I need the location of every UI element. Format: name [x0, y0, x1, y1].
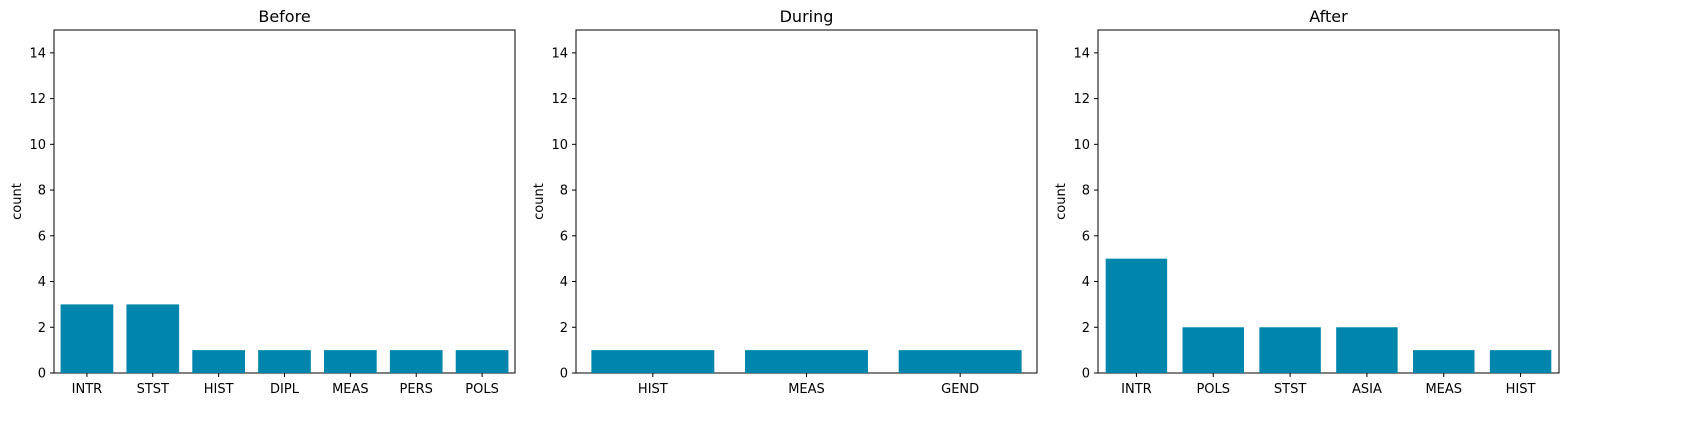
x-tick-label: DIPL — [270, 382, 300, 397]
y-axis-label-during: count — [532, 183, 547, 220]
y-tick-label: 14 — [29, 46, 46, 61]
y-tick-label: 8 — [560, 184, 568, 199]
bar-during-hist — [591, 350, 715, 373]
y-tick-label: 12 — [1073, 92, 1090, 107]
x-tick-label: INTR — [1121, 382, 1152, 397]
bar-before-intr — [60, 304, 114, 373]
x-tick-label: MEAS — [1425, 382, 1462, 397]
y-tick-label: 8 — [1082, 184, 1090, 199]
x-tick-label: POLS — [1196, 382, 1230, 397]
bar-after-meas — [1413, 350, 1475, 373]
y-tick-label: 2 — [560, 321, 568, 336]
x-tick-label: ASIA — [1352, 382, 1382, 397]
plot-frame-after — [1097, 29, 1560, 374]
bar-before-pols — [455, 350, 509, 373]
y-tick-label: 0 — [1082, 367, 1090, 382]
bar-before-meas — [324, 350, 377, 373]
y-tick-label: 14 — [1073, 46, 1090, 61]
bar-before-stst — [126, 304, 180, 373]
x-tick-label: MEAS — [788, 382, 825, 397]
plot-frame-during — [575, 29, 1038, 374]
x-tick-label: STST — [1274, 382, 1306, 397]
x-tick-label: PERS — [400, 382, 433, 397]
bar-after-hist — [1489, 350, 1552, 373]
x-tick-label: MEAS — [332, 382, 369, 397]
panel-before: 0 2 4 6 8 10 12 14 INTR STST HIST DIPL MEAS PERS POLS… — [10, 7, 516, 397]
y-tick-label: 4 — [1082, 275, 1090, 290]
y-tick-label: 2 — [38, 321, 46, 336]
y-tick-label: 6 — [38, 229, 46, 244]
bar-after-pols — [1182, 327, 1244, 373]
y-axis-label-after: count — [1054, 183, 1069, 220]
y-tick-label: 12 — [29, 92, 46, 107]
chart-title-after: After — [1309, 7, 1348, 26]
bar-before-hist — [192, 350, 245, 373]
y-tick-label: 10 — [551, 138, 568, 153]
bar-after-stst — [1259, 327, 1321, 373]
x-tick-label: INTR — [72, 382, 103, 397]
bar-after-intr — [1105, 258, 1168, 373]
y-tick-label: 4 — [560, 275, 568, 290]
x-tick-label: HIST — [638, 382, 668, 397]
y-tick-label: 2 — [1082, 321, 1090, 336]
y-tick-label: 10 — [29, 138, 46, 153]
bar-during-gend — [898, 350, 1022, 373]
y-tick-label: 4 — [38, 275, 46, 290]
bar-before-pers — [389, 350, 443, 373]
plot-frame-before — [53, 29, 516, 374]
y-tick-label: 10 — [1073, 138, 1090, 153]
y-axis-label-before: count — [10, 183, 25, 220]
y-tick-label: 6 — [560, 229, 568, 244]
x-tick-label: STST — [137, 382, 169, 397]
x-tick-label: GEND — [941, 382, 979, 397]
panel-after: 0 2 4 6 8 10 12 14 INTR POLS STST ASIA MEAS HIST Aft… — [1054, 7, 1560, 397]
bar-after-asia — [1336, 327, 1398, 373]
y-tick-label: 0 — [38, 367, 46, 382]
y-tick-label: 0 — [560, 367, 568, 382]
x-tick-label: POLS — [465, 382, 499, 397]
x-tick-label: HIST — [204, 382, 234, 397]
y-tick-label: 6 — [1082, 229, 1090, 244]
x-tick-label: HIST — [1506, 382, 1536, 397]
chart-title-during: During — [780, 7, 834, 26]
panel-during: 0 2 4 6 8 10 12 14 HIST MEAS GEND During count — [532, 7, 1038, 397]
y-tick-label: 8 — [38, 184, 46, 199]
y-tick-label: 12 — [551, 92, 568, 107]
bar-during-meas — [745, 350, 868, 373]
y-tick-label: 14 — [551, 46, 568, 61]
bar-before-dipl — [258, 350, 311, 373]
chart-title-before: Before — [258, 7, 310, 26]
